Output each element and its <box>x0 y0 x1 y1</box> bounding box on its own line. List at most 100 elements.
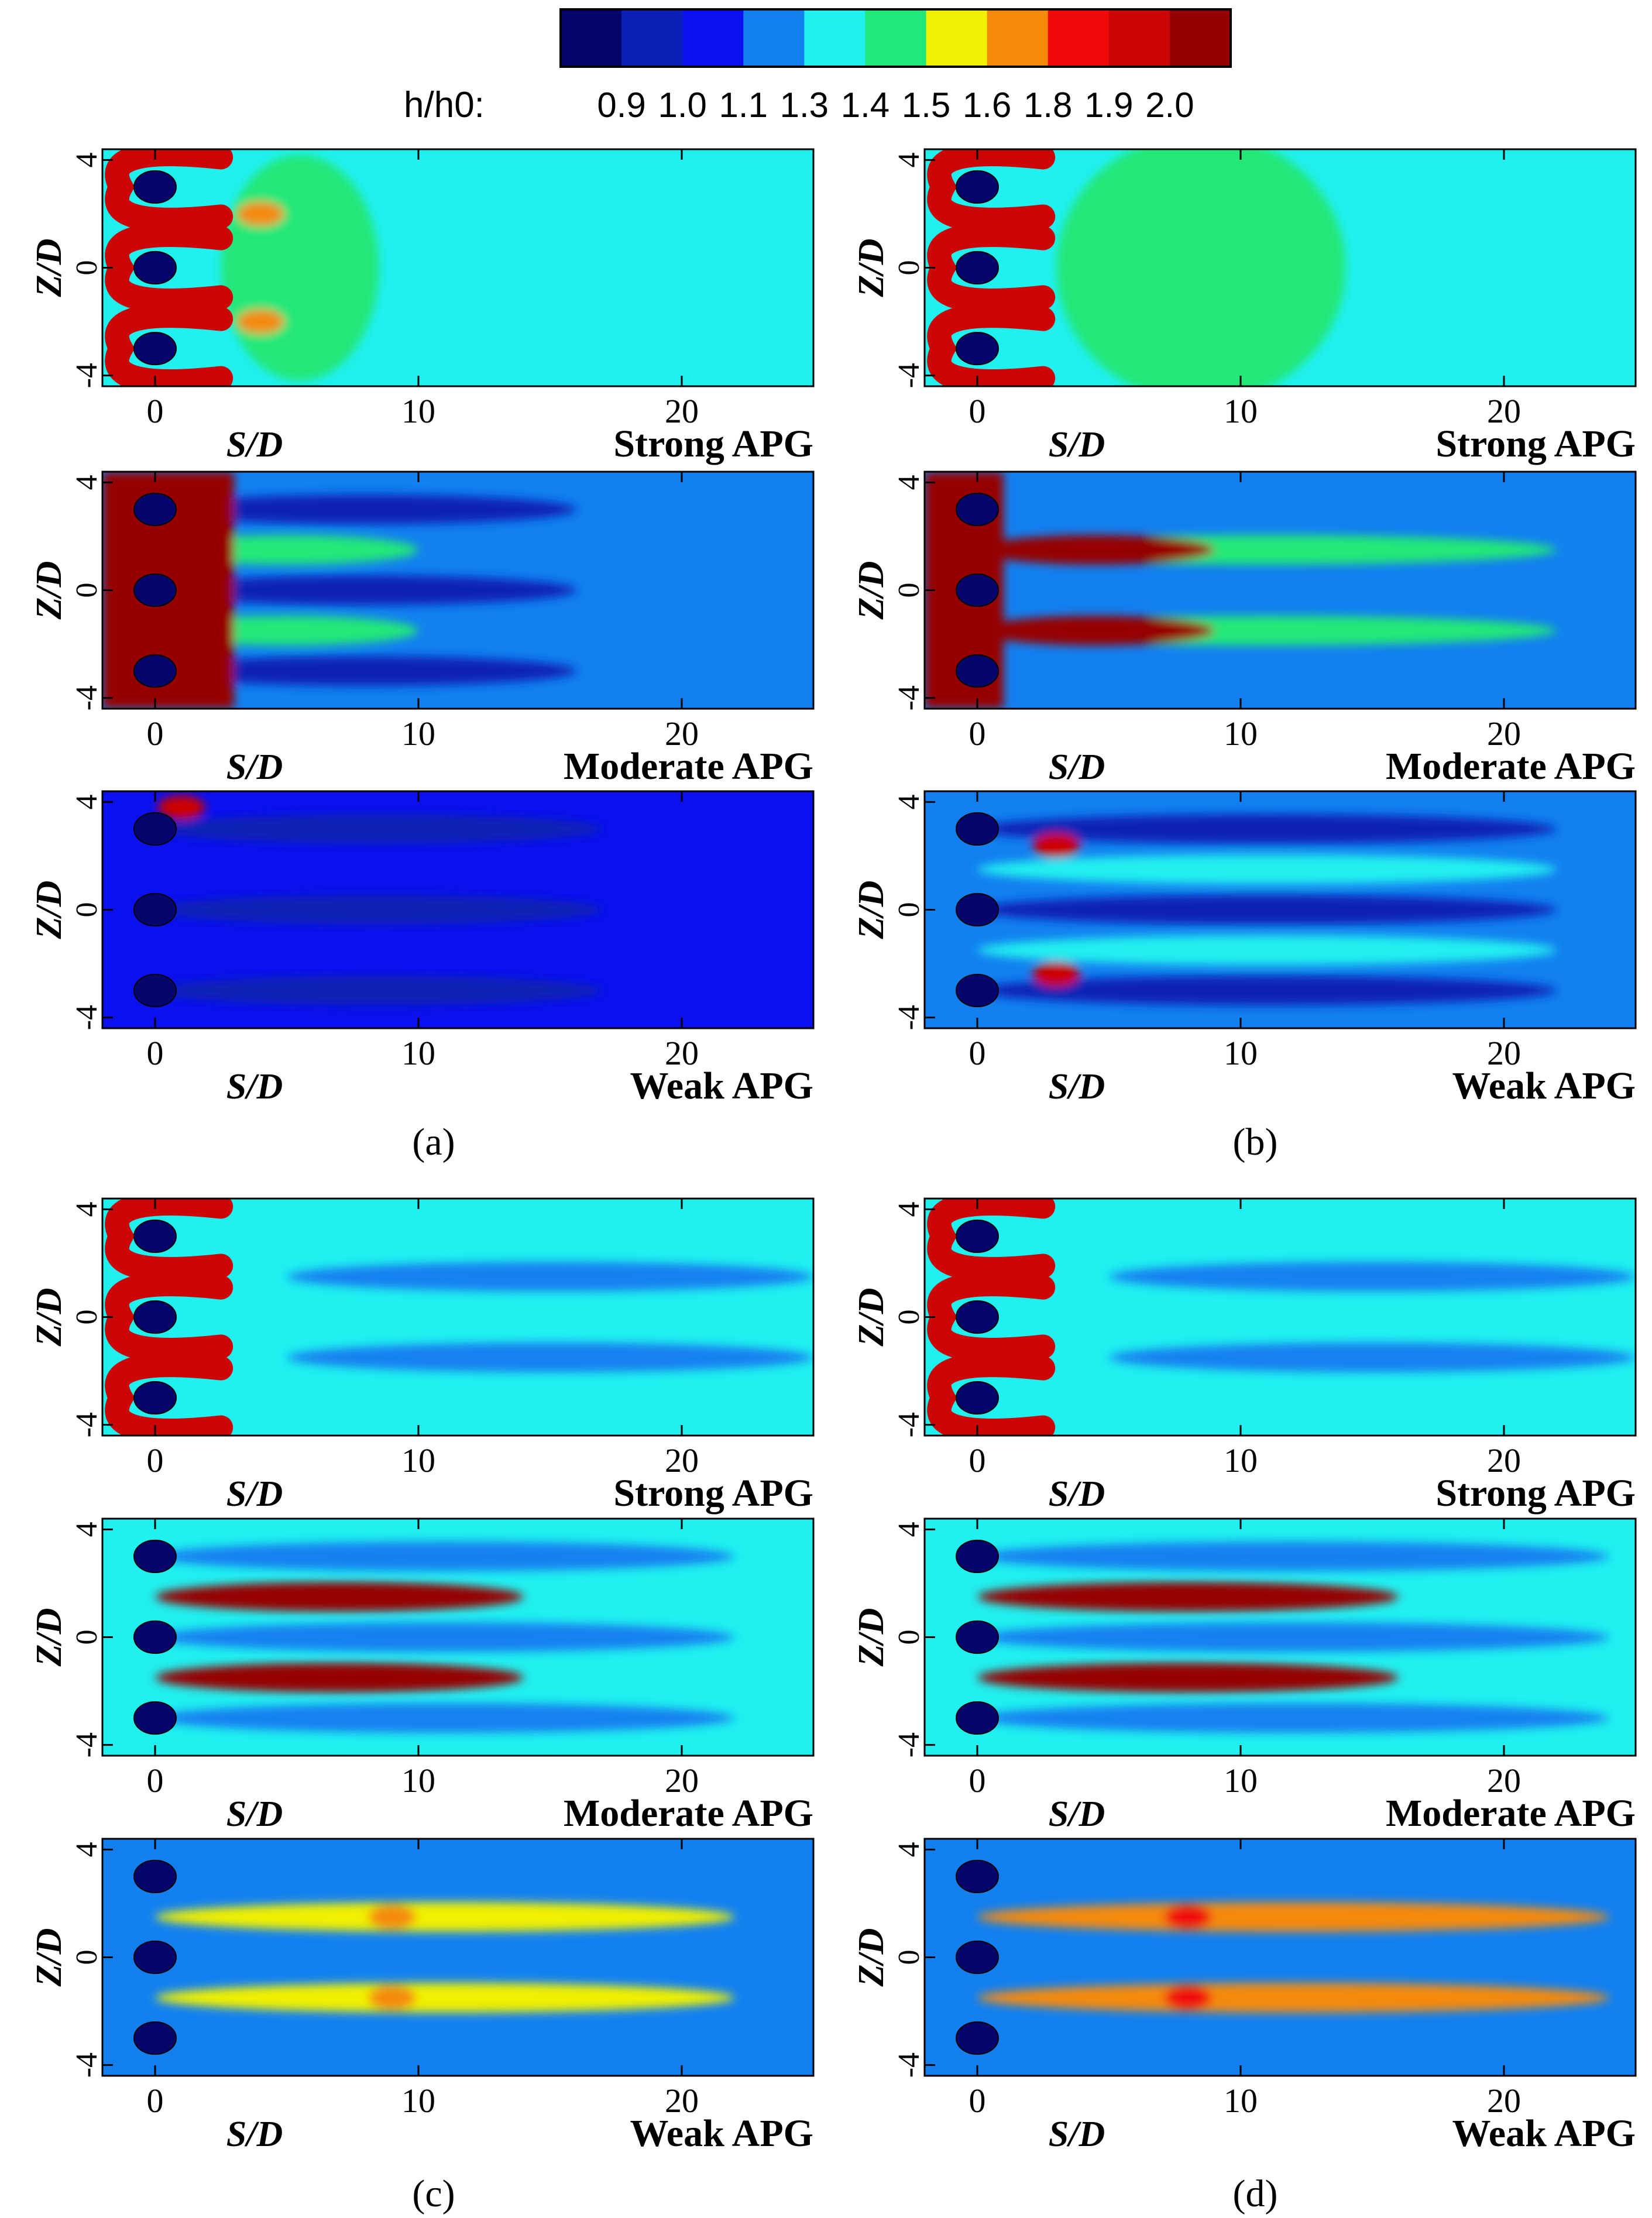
hole-marker <box>133 892 177 927</box>
condition-label: Weak APG <box>630 1065 813 1107</box>
contour-band <box>221 154 379 381</box>
y-tick-label: 4 <box>70 1201 104 1217</box>
y-axis-label: Z/D <box>851 881 891 940</box>
hole-marker <box>956 1539 999 1574</box>
contour-streak <box>977 1902 1609 1932</box>
contour-streak <box>977 895 1557 925</box>
subplot-d-1: 0 10 20 4 0 -4 Z/D S/D Strong APG <box>851 1197 1637 1515</box>
contour-field <box>925 1839 1636 2076</box>
x-tick-label: 20 <box>1487 392 1521 430</box>
y-tick-label: 4 <box>70 1522 104 1537</box>
x-tick-label: 10 <box>401 1762 435 1800</box>
y-tick-label: 0 <box>70 583 104 598</box>
x-tick-label: 0 <box>147 1762 164 1800</box>
hole-marker <box>133 654 177 688</box>
y-tick-label: -4 <box>70 363 104 388</box>
hole-marker <box>956 1701 999 1735</box>
x-tick-label: 10 <box>401 392 435 430</box>
x-tick-label: 0 <box>147 2082 164 2120</box>
colorbar-swatch <box>865 9 927 67</box>
x-tick-label: 0 <box>969 1441 986 1479</box>
contour-spot <box>368 1985 416 2010</box>
contour-spot <box>157 795 205 820</box>
x-axis-label: S/D <box>1049 2114 1105 2154</box>
y-tick-label: 0 <box>892 1630 926 1645</box>
hole-marker <box>956 1381 999 1415</box>
y-tick-label: 4 <box>892 1522 926 1537</box>
x-tick-label: 20 <box>1487 715 1521 753</box>
contour-horseshoe <box>927 1352 1056 1436</box>
hole-marker <box>133 1219 177 1254</box>
y-axis-label: Z/D <box>29 1608 69 1667</box>
y-axis-label: Z/D <box>851 239 891 298</box>
colorbar-swatch <box>1047 9 1110 67</box>
contour-horseshoe <box>105 1352 233 1436</box>
hole-marker <box>956 573 999 607</box>
contour-field <box>925 1519 1636 1756</box>
y-tick-label: -4 <box>892 685 926 710</box>
condition-label: Weak APG <box>630 2112 813 2155</box>
contour-background <box>925 1839 1636 2076</box>
hole-marker <box>133 331 177 366</box>
hole-marker <box>956 2021 999 2055</box>
contour-horseshoe <box>927 303 1056 386</box>
contour-spot <box>1164 1904 1212 1929</box>
condition-label: Strong APG <box>613 1472 813 1515</box>
y-tick-label: 4 <box>70 1842 104 1857</box>
y-tick-label: -4 <box>70 1412 104 1437</box>
x-tick-label: 20 <box>665 392 699 430</box>
contour-streak <box>977 535 1214 565</box>
x-tick-label: 0 <box>969 1034 986 1072</box>
subplot-c-2: 0 10 20 4 0 -4 Z/D S/D Moderate APG <box>29 1517 815 1835</box>
x-tick-label: 20 <box>1487 1762 1521 1800</box>
contour-background <box>925 472 1636 709</box>
subplot-b-1: 0 10 20 4 0 -4 Z/D S/D Strong APG <box>851 148 1637 465</box>
x-tick-label: 20 <box>665 1441 699 1479</box>
hole-marker <box>133 973 177 1008</box>
contour-streak <box>977 616 1214 646</box>
contour-field <box>925 149 1636 386</box>
colorbar-swatch <box>1169 9 1231 67</box>
x-tick-label: 0 <box>969 715 986 753</box>
hole-marker <box>133 250 177 285</box>
y-tick-label: 4 <box>892 794 926 809</box>
hole-marker <box>956 170 999 204</box>
contour-field <box>102 1519 813 1756</box>
colorbar-label: h/h0: <box>404 85 485 125</box>
contour-horseshoe <box>105 303 233 386</box>
x-tick-label: 10 <box>401 2082 435 2120</box>
contour-streak <box>155 895 603 925</box>
contour-spot <box>236 309 284 334</box>
y-tick-label: 4 <box>892 152 926 167</box>
x-tick-label: 0 <box>147 1441 164 1479</box>
panel-label-d: (d) <box>1233 2172 1278 2215</box>
x-axis-label: S/D <box>1049 425 1105 465</box>
contour-streak <box>287 1343 813 1372</box>
y-tick-label: -4 <box>70 2052 104 2078</box>
contour-horseshoe <box>927 1199 1056 1282</box>
y-tick-label: -4 <box>892 2052 926 2078</box>
contour-field <box>925 791 1636 1028</box>
hole-marker <box>133 492 177 527</box>
x-axis-label: S/D <box>226 1794 283 1834</box>
x-axis-label: S/D <box>1049 1474 1105 1514</box>
y-axis-label: Z/D <box>29 561 69 620</box>
y-axis-label: Z/D <box>29 1928 69 1987</box>
y-axis-label: Z/D <box>851 1288 891 1347</box>
colorbar-tick-label: 1.9 <box>1084 85 1133 125</box>
contour-field <box>102 1199 813 1436</box>
hole-marker <box>956 973 999 1008</box>
contour-spot <box>1164 1985 1212 2010</box>
colorbar-tick-label: 1.1 <box>719 85 768 125</box>
condition-label: Weak APG <box>1452 1065 1636 1107</box>
hole-marker <box>956 1940 999 1975</box>
hole-marker <box>956 1620 999 1654</box>
x-axis-label: S/D <box>226 1067 283 1107</box>
x-tick-label: 20 <box>1487 1034 1521 1072</box>
x-axis-label: S/D <box>1049 747 1105 787</box>
hole-marker <box>133 2021 177 2055</box>
colorbar-swatch <box>561 9 622 67</box>
x-tick-label: 10 <box>1224 1762 1258 1800</box>
condition-label: Strong APG <box>1435 423 1636 465</box>
